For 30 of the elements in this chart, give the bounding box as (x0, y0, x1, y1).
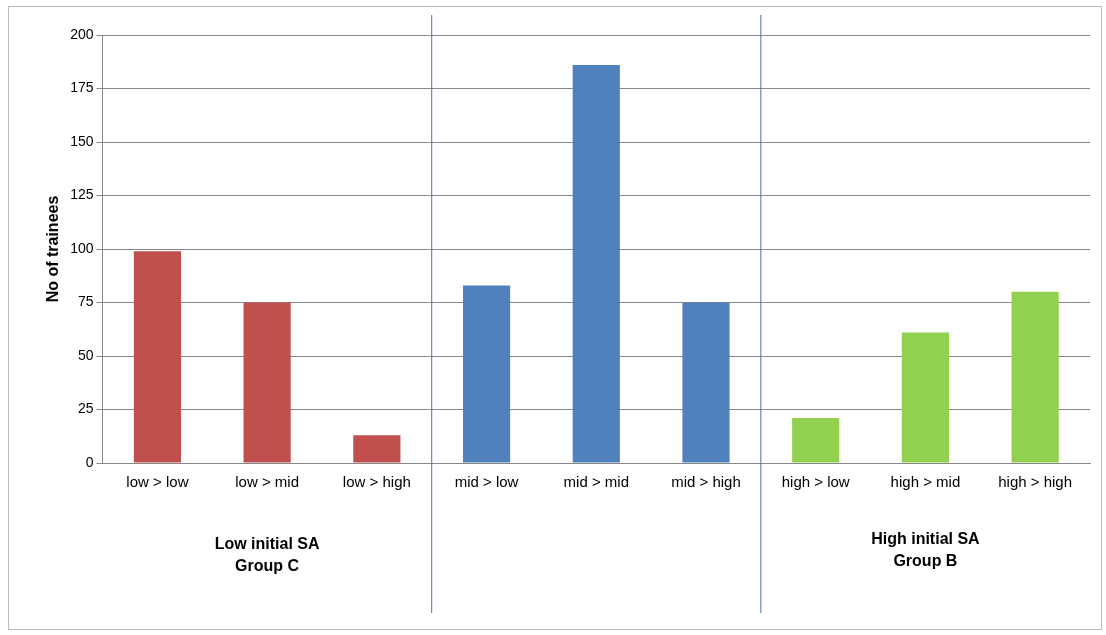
x-tick-label: low > low (126, 473, 189, 491)
y-tick-label: 175 (70, 79, 94, 96)
y-tick-label: 150 (70, 132, 94, 149)
y-tick-label: 125 (70, 186, 94, 203)
bar (1011, 291, 1059, 463)
x-tick-label: mid > low (454, 473, 519, 491)
y-axis-title: No of trainees (44, 195, 62, 303)
x-tick-label: mid > high (671, 473, 741, 491)
y-tick-label: 50 (77, 346, 94, 363)
bar (133, 251, 182, 463)
y-tick-label: 25 (77, 400, 94, 417)
bar (572, 64, 620, 463)
text: Low initial SA Group C (214, 534, 320, 576)
y-tick-label: 200 (70, 25, 94, 42)
text: High initial SA Group B (871, 529, 980, 571)
y-tick-label: 75 (77, 293, 94, 310)
x-tick-label: high > mid (890, 473, 961, 491)
y-tick-label: 100 (70, 239, 94, 256)
bar (901, 332, 950, 463)
bar (682, 302, 730, 463)
y-tick-label: 0 (85, 453, 94, 470)
bar (462, 285, 511, 463)
x-tick-label: mid > mid (563, 473, 629, 491)
x-tick-label: low > high (342, 473, 411, 491)
bar (792, 418, 840, 463)
bar (243, 302, 291, 463)
x-tick-label: high > high (998, 473, 1073, 491)
x-tick-label: low > mid (235, 473, 300, 491)
x-tick-label: high > low (781, 473, 850, 491)
bar (353, 435, 401, 463)
